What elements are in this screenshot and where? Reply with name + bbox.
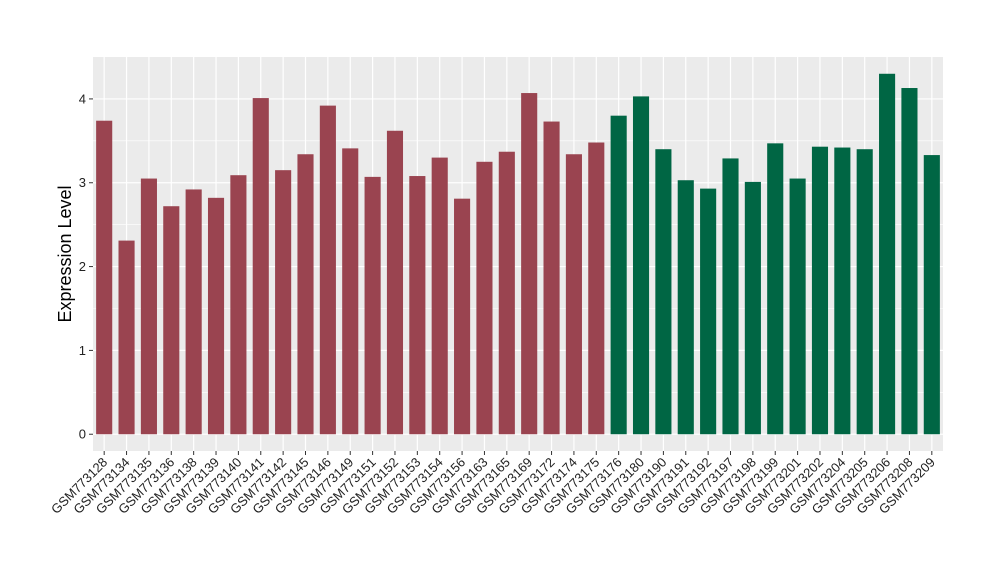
bar-GSM773149 <box>342 148 359 435</box>
bar-GSM773156 <box>454 198 471 435</box>
bar-GSM773139 <box>207 197 225 435</box>
bar-GSM773128 <box>96 120 113 435</box>
bar-GSM773202 <box>811 146 829 435</box>
bar-GSM773192 <box>700 188 717 435</box>
bar-GSM773169 <box>521 93 538 435</box>
bars <box>96 73 940 435</box>
y-axis-title: Expression Level <box>55 185 75 322</box>
x-axis: GSM773128GSM773134GSM773135GSM773136GSM7… <box>48 451 938 517</box>
y-tick-label: 0 <box>79 427 86 442</box>
bar-GSM773201 <box>789 178 806 435</box>
y-tick-label: 4 <box>79 91 86 106</box>
bar-GSM773138 <box>185 189 202 435</box>
bar-GSM773206 <box>879 73 896 435</box>
bar-GSM773198 <box>744 181 761 435</box>
bar-GSM773136 <box>163 206 180 435</box>
bar-GSM773145 <box>297 154 314 435</box>
bar-GSM773204 <box>834 147 851 435</box>
bar-GSM773209 <box>923 155 940 435</box>
bar-GSM773180 <box>632 96 650 435</box>
bar-GSM773135 <box>140 178 157 435</box>
bar-GSM773140 <box>230 175 247 435</box>
bar-GSM773134 <box>118 240 135 435</box>
y-tick-label: 3 <box>79 175 86 190</box>
bar-GSM773208 <box>901 88 918 435</box>
bar-GSM773163 <box>476 161 493 435</box>
bar-GSM773176 <box>610 115 627 435</box>
bar-GSM773175 <box>588 142 605 435</box>
bar-GSM773146 <box>319 105 336 435</box>
bar-GSM773154 <box>431 157 448 435</box>
bar-GSM773190 <box>655 149 672 435</box>
bar-GSM773205 <box>856 149 873 435</box>
bar-GSM773197 <box>722 158 739 435</box>
bar-GSM773141 <box>252 98 269 435</box>
bar-GSM773153 <box>409 176 426 435</box>
y-tick-label: 2 <box>79 259 86 274</box>
bar-GSM773151 <box>364 176 381 435</box>
bar-GSM773191 <box>677 180 694 435</box>
bar-GSM773142 <box>275 170 292 435</box>
bar-GSM773165 <box>498 151 515 435</box>
bar-GSM773199 <box>767 143 784 435</box>
bar-GSM773174 <box>565 154 582 435</box>
bar-GSM773152 <box>386 130 404 435</box>
y-axis: 0 1 2 3 4 <box>79 91 93 442</box>
y-tick-label: 1 <box>79 343 86 358</box>
bar-GSM773172 <box>543 121 560 435</box>
